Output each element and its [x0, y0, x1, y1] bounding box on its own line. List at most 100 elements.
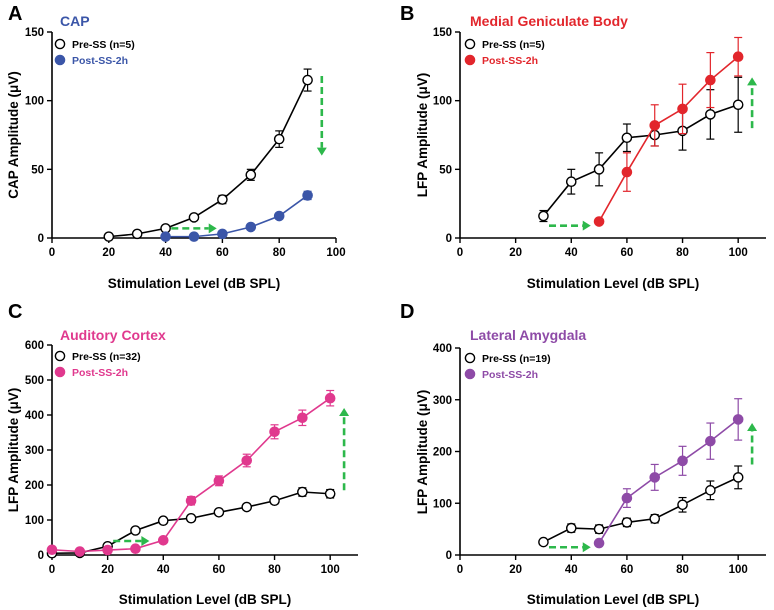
data-point	[46, 544, 58, 556]
arrow-head	[582, 542, 591, 553]
x-tick-label: 20	[509, 247, 522, 259]
series-post-ss	[593, 398, 744, 549]
series-line	[165, 194, 309, 238]
x-tick-label: 20	[102, 247, 115, 259]
data-point	[213, 475, 225, 487]
legend-marker	[54, 366, 66, 378]
y-tick-label: 500	[25, 375, 44, 387]
chart-title: Lateral Amygdala	[470, 327, 586, 343]
data-point	[213, 506, 225, 518]
y-tick-label: 0	[38, 233, 44, 245]
data-point	[157, 535, 169, 546]
legend-label: Post-SS-2h	[72, 55, 128, 67]
y-tick-label: 50	[439, 164, 452, 176]
data-point	[324, 392, 336, 404]
data-point	[157, 515, 169, 527]
y-tick-label: 150	[433, 27, 452, 39]
shift-arrow	[549, 542, 591, 553]
x-tick-label: 40	[157, 564, 170, 576]
y-tick-label: 100	[25, 96, 44, 108]
series-line	[598, 56, 739, 222]
data-point	[621, 492, 633, 504]
series-pre-ss	[538, 76, 744, 223]
data-point	[160, 231, 171, 242]
x-axis-label: Stimulation Level (dB SPL)	[527, 276, 700, 291]
data-point	[705, 435, 716, 447]
data-point	[245, 221, 257, 233]
y-axis-label: LFP Amplitude (μV)	[6, 388, 21, 513]
data-point	[565, 176, 577, 187]
series-pre-ss	[538, 465, 744, 548]
shift-arrow	[316, 75, 327, 156]
panel-d: D Lateral Amygdala 0 100 200 300 400 0 20 40 60 80 1…	[400, 301, 766, 607]
x-tick-label: 100	[729, 564, 748, 576]
x-tick-label: 0	[457, 247, 463, 259]
data-point	[621, 166, 633, 178]
chart-title: Medial Geniculate Body	[470, 13, 628, 29]
x-tick-label: 0	[49, 247, 55, 259]
data-point	[185, 512, 197, 524]
data-point	[188, 231, 200, 242]
data-point	[538, 536, 549, 548]
shift-arrow	[747, 77, 758, 129]
legend-marker	[464, 38, 476, 50]
y-tick-label: 150	[25, 27, 44, 39]
data-point	[324, 488, 336, 500]
legend-marker	[54, 38, 66, 50]
legend-label: Pre-SS (n=5)	[72, 39, 135, 51]
data-point	[565, 522, 577, 534]
x-axis-label: Stimulation Level (dB SPL)	[119, 592, 292, 607]
x-tick-label: 80	[676, 564, 689, 576]
arrow-head	[208, 223, 217, 234]
legend-label: Pre-SS (n=32)	[72, 351, 141, 363]
shift-arrow	[339, 408, 350, 491]
legend-marker	[54, 54, 66, 66]
y-tick-label: 200	[25, 480, 44, 492]
x-tick-label: 80	[676, 247, 689, 259]
x-tick-label: 100	[729, 247, 748, 259]
chart-title: Auditory Cortex	[60, 327, 166, 343]
data-point	[130, 543, 141, 555]
y-tick-label: 600	[25, 340, 44, 352]
y-axis-label: LFP Amplitude (μV)	[415, 390, 430, 515]
x-tick-label: 100	[326, 247, 345, 259]
data-point	[273, 210, 285, 222]
series-pre-ss	[103, 68, 313, 242]
x-axis-label: Stimulation Level (dB SPL)	[108, 276, 281, 291]
shift-arrow	[113, 536, 150, 546]
data-point	[188, 212, 200, 223]
data-point	[649, 513, 661, 525]
data-point	[185, 495, 197, 507]
legend-label: Pre-SS (n=19)	[482, 353, 551, 365]
y-tick-label: 100	[25, 515, 44, 527]
arrow-head	[747, 77, 758, 86]
series-post-ss	[160, 190, 313, 242]
data-point	[74, 546, 86, 557]
y-tick-label: 0	[38, 550, 44, 562]
data-point	[130, 525, 141, 536]
x-tick-label: 60	[621, 247, 634, 259]
x-tick-label: 40	[565, 564, 578, 576]
shift-arrow	[171, 223, 217, 234]
x-tick-label: 60	[621, 564, 634, 576]
x-tick-label: 100	[321, 564, 340, 576]
x-axis-label: Stimulation Level (dB SPL)	[527, 592, 700, 607]
panel-letter: A	[8, 3, 22, 25]
legend-label: Pre-SS (n=5)	[482, 39, 545, 51]
data-point	[621, 132, 633, 144]
legend-marker	[464, 54, 476, 66]
panel-letter: C	[8, 301, 22, 323]
x-tick-label: 40	[159, 247, 172, 259]
data-point	[649, 120, 661, 131]
legend-label: Post-SS-2h	[72, 367, 128, 379]
series-line	[598, 418, 739, 544]
x-tick-label: 20	[101, 564, 114, 576]
series-line	[542, 104, 739, 217]
y-tick-label: 0	[446, 233, 452, 245]
y-tick-label: 200	[433, 447, 452, 459]
data-point	[302, 190, 313, 201]
y-tick-label: 50	[31, 164, 44, 176]
arrow-head	[339, 408, 350, 416]
data-point	[593, 216, 605, 227]
legend-label: Post-SS-2h	[482, 55, 538, 67]
